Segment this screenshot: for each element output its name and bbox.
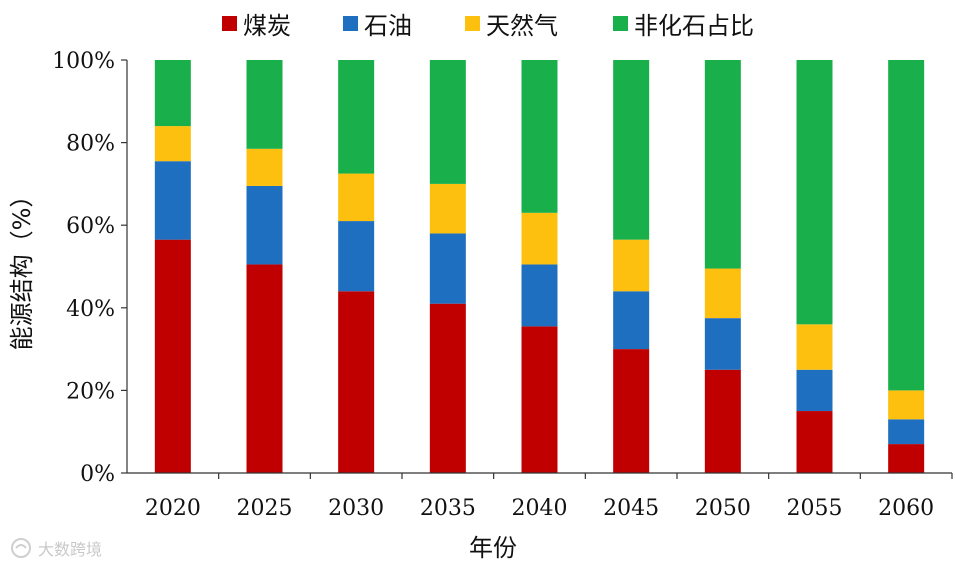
legend-label-coal: 煤炭: [243, 11, 291, 40]
legend-swatch-oil: [343, 15, 358, 31]
bar-2020-coal: [154, 239, 191, 473]
bar-2020-oil: [154, 161, 191, 240]
legend-swatch-gas: [465, 15, 480, 31]
bar-2035-coal: [429, 303, 466, 473]
bar-2020-nonfossil: [154, 60, 191, 127]
bar-2020-gas: [154, 126, 191, 162]
bar-2050-coal: [704, 369, 741, 473]
y-tick-label-100: 100%: [52, 49, 115, 74]
bar-2055-nonfossil: [796, 60, 833, 325]
bar-2055-oil: [796, 369, 833, 412]
x-tick-label-2045: 2045: [603, 496, 659, 521]
bar-2060-oil: [888, 419, 925, 445]
legend-item-nonfossil: 非化石占比: [613, 6, 754, 40]
bar-2030-nonfossil: [338, 60, 375, 174]
bar-2040-gas: [521, 212, 558, 265]
bar-2035-nonfossil: [429, 60, 466, 184]
legend-label-oil: 石油: [364, 11, 412, 40]
bar-2055-gas: [796, 324, 833, 370]
bar-2025-oil: [246, 185, 283, 265]
bar-2040-nonfossil: [521, 60, 558, 213]
bar-2045-oil: [613, 291, 650, 350]
legend: 煤炭 石油 天然气 非化石占比: [0, 6, 955, 40]
legend-item-gas: 天然气: [465, 6, 558, 40]
axes-group: [121, 59, 953, 479]
x-tick-label-2040: 2040: [512, 496, 568, 521]
legend-item-coal: 煤炭: [222, 6, 291, 40]
x-tick-label-2060: 2060: [878, 496, 934, 521]
ticks-group: 0% 20% 40% 60% 80% 100% 2020 2025 2030 2035 2040 20…: [52, 49, 934, 521]
y-tick-label-20: 20%: [66, 379, 115, 404]
bar-2060-gas: [888, 390, 925, 420]
watermark-logo-icon: [11, 538, 31, 558]
bar-2045-coal: [613, 349, 650, 473]
x-tick-label-2025: 2025: [237, 496, 293, 521]
x-tick-label-2050: 2050: [695, 496, 751, 521]
x-tick-label-2055: 2055: [787, 496, 843, 521]
y-axis-title: 能源结构（%）: [8, 184, 36, 351]
bar-2040-oil: [521, 264, 558, 327]
bar-2040-coal: [521, 326, 558, 473]
bar-2060-nonfossil: [888, 60, 925, 391]
bar-2045-nonfossil: [613, 60, 650, 240]
x-tick-label-2035: 2035: [420, 496, 476, 521]
bar-2035-gas: [429, 183, 466, 234]
bar-2025-gas: [246, 148, 283, 186]
bar-2025-nonfossil: [246, 60, 283, 149]
legend-label-nonfossil: 非化石占比: [634, 11, 754, 40]
bar-2055-coal: [796, 411, 833, 473]
watermark-text: 大数跨境: [38, 540, 103, 559]
bar-2045-gas: [613, 239, 650, 292]
bar-2030-coal: [338, 291, 375, 473]
watermark: 大数跨境: [10, 536, 102, 560]
legend-label-gas: 天然气: [486, 11, 558, 40]
bar-2050-oil: [704, 318, 741, 370]
y-tick-label-0: 0%: [80, 462, 115, 487]
legend-item-oil: 石油: [343, 6, 412, 40]
y-tick-label-80: 80%: [66, 132, 115, 157]
bar-2035-oil: [429, 233, 466, 304]
x-tick-label-2020: 2020: [145, 496, 201, 521]
legend-swatch-nonfossil: [613, 15, 628, 31]
bar-2050-nonfossil: [704, 60, 741, 269]
x-tick-label-2030: 2030: [328, 496, 384, 521]
bar-2025-coal: [246, 264, 283, 473]
bar-2030-gas: [338, 173, 375, 222]
x-axis-title: 年份: [469, 534, 517, 562]
bar-2050-gas: [704, 268, 741, 319]
bars-group: [154, 60, 925, 473]
bar-2030-oil: [338, 221, 375, 292]
bar-2060-coal: [888, 444, 925, 473]
y-tick-label-60: 60%: [66, 214, 115, 239]
y-tick-label-40: 40%: [66, 297, 115, 322]
legend-swatch-coal: [222, 15, 237, 31]
